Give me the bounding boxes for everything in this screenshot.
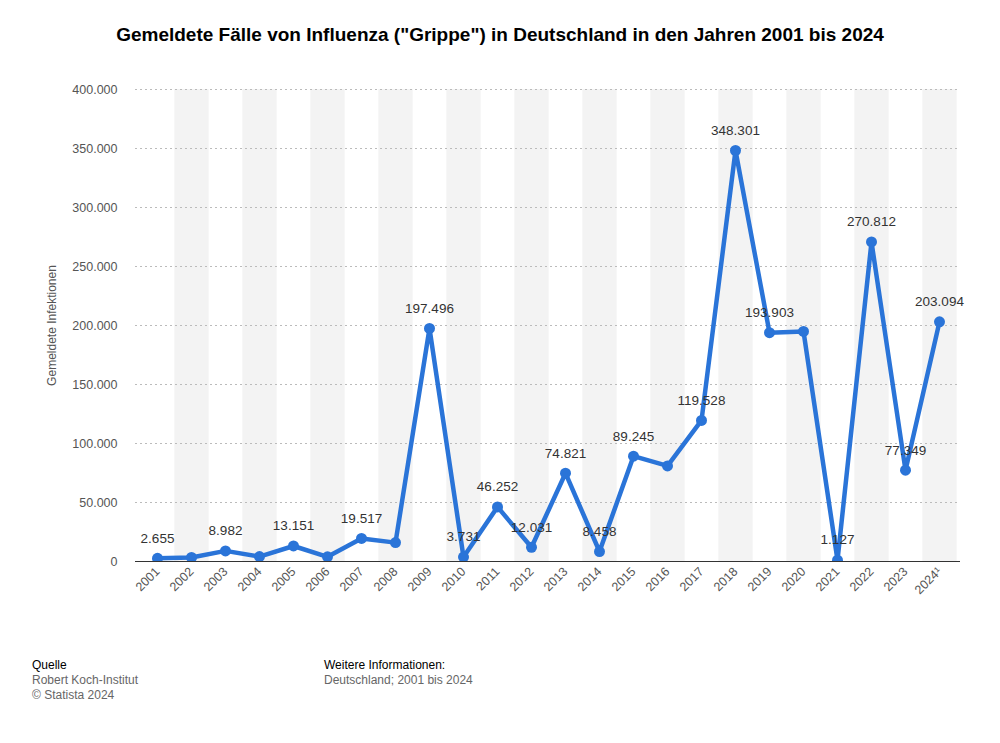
svg-text:2012: 2012	[507, 565, 537, 595]
svg-text:Gemeldete Infektionen: Gemeldete Infektionen	[45, 265, 59, 386]
svg-text:348.301: 348.301	[711, 123, 760, 138]
svg-text:2015: 2015	[609, 565, 639, 595]
svg-text:2016: 2016	[643, 565, 673, 595]
svg-text:300.000: 300.000	[72, 201, 117, 215]
html-text:Gemeldete Fälle von Influenza: Gemeldete Fälle von Influenza ("Grippe")…	[116, 24, 884, 45]
html-text:Deutschland; 2001 bis 2024: Deutschland; 2001 bis 2024	[324, 673, 473, 687]
svg-text:2013: 2013	[541, 565, 571, 595]
svg-text:2014: 2014	[575, 565, 605, 595]
svg-text:3.731: 3.731	[447, 529, 481, 544]
svg-text:2007: 2007	[337, 565, 367, 595]
svg-text:2024¹: 2024¹	[912, 565, 945, 598]
svg-text:193.903: 193.903	[745, 305, 794, 320]
svg-text:2022: 2022	[847, 565, 877, 595]
svg-text:13.151: 13.151	[273, 518, 314, 533]
html-text:Quelle: Quelle	[32, 658, 67, 672]
svg-text:89.245: 89.245	[613, 429, 654, 444]
svg-text:150.000: 150.000	[72, 378, 117, 392]
svg-text:2.655: 2.655	[141, 531, 175, 546]
svg-text:2019: 2019	[745, 565, 775, 595]
svg-text:46.252: 46.252	[477, 479, 518, 494]
svg-text:19.517: 19.517	[341, 511, 382, 526]
svg-text:250.000: 250.000	[72, 260, 117, 274]
svg-text:2023: 2023	[881, 565, 911, 595]
svg-text:74.821: 74.821	[545, 446, 586, 461]
svg-text:2018: 2018	[711, 565, 741, 595]
svg-text:270.812: 270.812	[847, 214, 896, 229]
svg-text:1.127: 1.127	[821, 532, 855, 547]
svg-text:8.458: 8.458	[583, 524, 617, 539]
svg-text:12.031: 12.031	[511, 520, 552, 535]
svg-text:77.349: 77.349	[885, 443, 926, 458]
svg-text:2009: 2009	[405, 565, 435, 595]
svg-text:2001: 2001	[133, 565, 163, 595]
svg-text:350.000: 350.000	[72, 142, 117, 156]
svg-text:8.982: 8.982	[209, 523, 243, 538]
svg-text:0: 0	[111, 555, 118, 569]
svg-text:50.000: 50.000	[79, 496, 117, 510]
svg-text:2021: 2021	[813, 565, 843, 595]
svg-text:203.094: 203.094	[915, 294, 964, 309]
svg-text:2017: 2017	[677, 565, 707, 595]
html-text:Robert Koch-Institut: Robert Koch-Institut	[32, 673, 139, 687]
svg-text:2020: 2020	[779, 565, 809, 595]
svg-text:2010: 2010	[439, 565, 469, 595]
html-text:Weitere Informationen:: Weitere Informationen:	[324, 658, 446, 672]
svg-text:2008: 2008	[371, 565, 401, 595]
svg-text:200.000: 200.000	[72, 319, 117, 333]
svg-text:2006: 2006	[303, 565, 333, 595]
svg-text:119.528: 119.528	[678, 393, 726, 408]
svg-text:2002: 2002	[167, 565, 197, 595]
svg-text:197.496: 197.496	[405, 301, 454, 316]
svg-text:2003: 2003	[201, 565, 231, 595]
svg-text:2011: 2011	[474, 565, 503, 594]
svg-text:2004: 2004	[235, 565, 265, 595]
svg-text:400.000: 400.000	[72, 83, 117, 97]
svg-text:100.000: 100.000	[72, 437, 117, 451]
svg-text:2005: 2005	[269, 565, 299, 595]
html-text:© Statista 2024: © Statista 2024	[32, 688, 115, 702]
